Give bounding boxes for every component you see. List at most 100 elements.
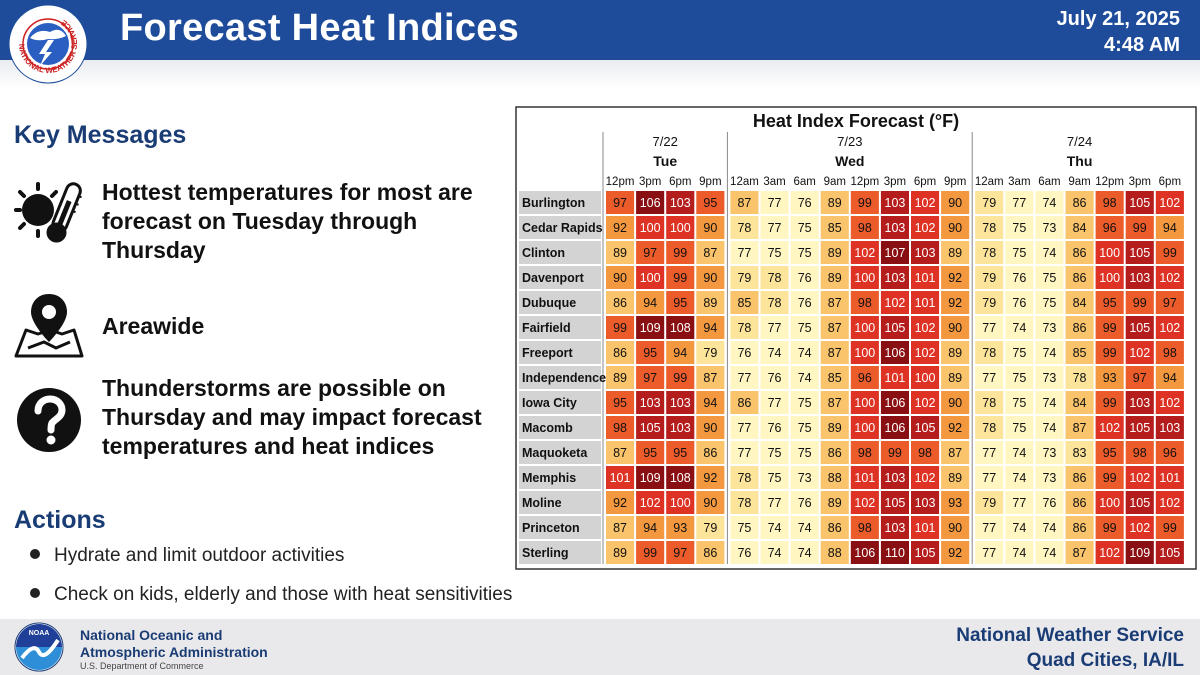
location-bg <box>519 491 601 514</box>
heat-value: 105 <box>1129 246 1150 260</box>
hour-label: 12pm <box>1095 176 1124 188</box>
heat-cell <box>975 441 1004 464</box>
day-date-label: 7/22 <box>653 134 678 149</box>
heat-cell <box>730 216 759 239</box>
heat-value: 84 <box>1073 296 1087 310</box>
heat-value: 85 <box>737 296 751 310</box>
heat-cell <box>1125 291 1154 314</box>
heat-value: 87 <box>703 246 717 260</box>
heat-value: 99 <box>888 446 902 460</box>
header-bar <box>0 0 1200 60</box>
heat-cell <box>760 441 789 464</box>
heat-cell <box>666 266 695 289</box>
heat-cell <box>1005 441 1034 464</box>
heat-value: 98 <box>1133 446 1147 460</box>
heat-value: 74 <box>1012 546 1026 560</box>
heat-value: 102 <box>854 496 875 510</box>
heat-value: 98 <box>1103 196 1117 210</box>
heat-cell <box>850 491 879 514</box>
heat-value: 102 <box>915 471 936 485</box>
heat-value: 77 <box>1012 196 1026 210</box>
heat-cell <box>1095 491 1124 514</box>
heat-value: 89 <box>828 246 842 260</box>
heat-cell <box>1095 541 1124 564</box>
heat-cell <box>636 516 665 539</box>
heat-value: 89 <box>828 196 842 210</box>
heat-value: 95 <box>643 346 657 360</box>
heat-cell <box>636 391 665 414</box>
heat-cell <box>790 341 819 364</box>
location-bg <box>519 341 601 364</box>
heat-cell <box>1035 466 1064 489</box>
heat-value: 90 <box>948 521 962 535</box>
heat-cell <box>636 491 665 514</box>
heat-cell <box>1035 491 1064 514</box>
heat-cell <box>941 391 970 414</box>
heat-cell <box>790 516 819 539</box>
heat-value: 86 <box>1073 521 1087 535</box>
heat-cell <box>850 241 879 264</box>
heat-cell <box>1035 441 1064 464</box>
heat-cell <box>975 191 1004 214</box>
heat-value: 75 <box>768 246 782 260</box>
heat-cell <box>1065 316 1094 339</box>
heat-cell <box>696 341 725 364</box>
heat-value: 87 <box>613 446 627 460</box>
heat-value: 74 <box>1042 421 1056 435</box>
heat-cell <box>820 341 849 364</box>
location-label: Iowa City <box>522 396 577 410</box>
noaa-name-line2: Atmospheric Administration <box>80 644 268 660</box>
heat-cell <box>1065 391 1094 414</box>
heat-cell <box>1095 266 1124 289</box>
location-bg <box>519 316 601 339</box>
heat-value: 105 <box>1129 321 1150 335</box>
heat-cell <box>1035 241 1064 264</box>
issue-date: July 21, 2025 <box>1056 8 1180 30</box>
heat-value: 75 <box>798 321 812 335</box>
heat-cell <box>730 241 759 264</box>
heat-cell <box>1125 216 1154 239</box>
heat-value: 97 <box>613 196 627 210</box>
heat-cell <box>1095 391 1124 414</box>
heat-value: 74 <box>1042 346 1056 360</box>
location-bg <box>519 266 601 289</box>
heat-value: 86 <box>1073 321 1087 335</box>
heat-cell <box>730 441 759 464</box>
heat-cell <box>1065 516 1094 539</box>
heat-cell <box>1035 316 1064 339</box>
heat-cell <box>760 341 789 364</box>
heat-cell <box>880 241 909 264</box>
heat-cell <box>1035 341 1064 364</box>
heat-value: 77 <box>737 371 751 385</box>
noaa-logo: NOAA <box>14 622 64 672</box>
heat-cell <box>1065 291 1094 314</box>
heat-cell <box>1095 466 1124 489</box>
day-name-label: Thu <box>1067 153 1093 169</box>
heat-cell <box>606 341 635 364</box>
heat-value: 75 <box>798 446 812 460</box>
heat-value: 96 <box>858 371 872 385</box>
heat-cell <box>880 491 909 514</box>
heat-cell <box>730 291 759 314</box>
heat-value: 75 <box>1042 271 1056 285</box>
heat-cell <box>760 391 789 414</box>
heat-cell <box>790 291 819 314</box>
heat-value: 90 <box>703 421 717 435</box>
heat-cell <box>820 191 849 214</box>
hour-label: 9am <box>1068 176 1090 188</box>
heat-value: 106 <box>854 546 875 560</box>
heat-cell <box>820 216 849 239</box>
heat-cell <box>790 466 819 489</box>
heat-value: 78 <box>737 221 751 235</box>
location-bg <box>519 541 601 564</box>
heat-value: 86 <box>1073 471 1087 485</box>
heat-cell <box>730 466 759 489</box>
heat-cell <box>1005 341 1034 364</box>
hour-label: 9pm <box>699 176 721 188</box>
heat-value: 74 <box>798 546 812 560</box>
heat-cell <box>850 416 879 439</box>
heat-value: 105 <box>1129 496 1150 510</box>
hour-label: 6am <box>1038 176 1060 188</box>
heat-cell <box>730 391 759 414</box>
heat-value: 89 <box>948 471 962 485</box>
